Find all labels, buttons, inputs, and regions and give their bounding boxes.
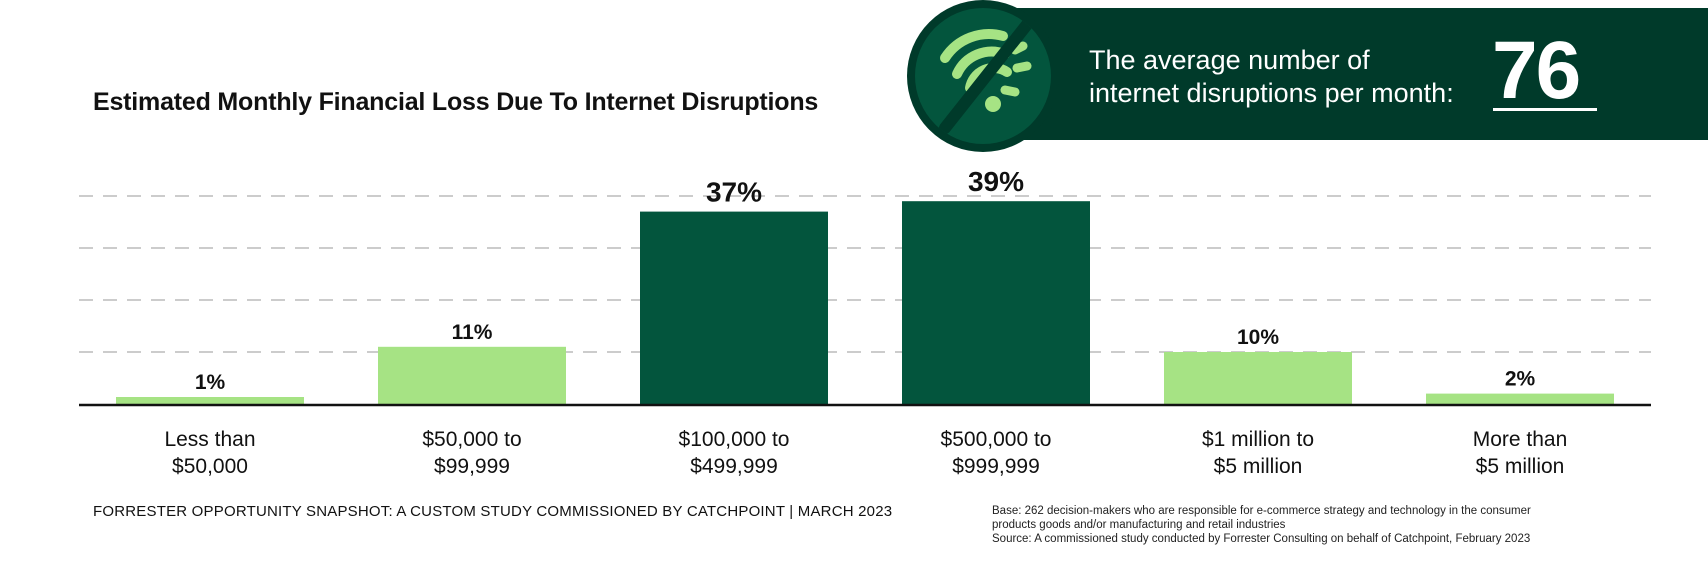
callout-banner: [990, 8, 1708, 140]
chart-title: Estimated Monthly Financial Loss Due To …: [93, 88, 819, 116]
bar: [378, 346, 566, 404]
bar-value-label: 37%: [706, 177, 762, 208]
bar: [116, 397, 304, 404]
callout-text: The average number of internet disruptio…: [1089, 44, 1469, 110]
category-label: $1 million to: [1202, 428, 1314, 451]
no-wifi-icon: [939, 16, 1035, 134]
bar: [902, 201, 1090, 404]
category-label: $5 million: [1476, 455, 1565, 478]
callout-number: 76: [1492, 25, 1581, 116]
footer-base-line2: products goods and/or manufacturing and …: [992, 519, 1286, 531]
bar: [1164, 352, 1352, 404]
bar-value-label: 39%: [968, 166, 1024, 197]
category-label: $50,000: [172, 455, 248, 478]
footer-base-line1: Base: 262 decision-makers who are respon…: [992, 505, 1531, 517]
bar-value-label: 11%: [452, 321, 493, 344]
category-label: $5 million: [1214, 455, 1303, 478]
bar-value-label: 2%: [1505, 368, 1536, 391]
footer-source: Source: A commissioned study conducted b…: [992, 533, 1531, 545]
callout-number-underline: [1493, 108, 1597, 111]
footer-notes: Base: 262 decision-makers who are respon…: [992, 504, 1632, 546]
category-label: $99,999: [434, 455, 510, 478]
bar: [640, 211, 828, 404]
footer-attribution: FORRESTER OPPORTUNITY SNAPSHOT: A CUSTOM…: [93, 503, 893, 520]
category-label: $499,999: [690, 455, 778, 478]
callout-text-line2: internet disruptions per month:: [1089, 78, 1454, 108]
callout-icon-circle: [915, 8, 1051, 144]
category-label: Less than: [164, 428, 255, 451]
bar-value-label: 1%: [195, 371, 226, 394]
category-label: $50,000 to: [422, 428, 521, 451]
bar: [1426, 393, 1614, 404]
category-label: $999,999: [952, 455, 1040, 478]
category-label: $500,000 to: [941, 428, 1052, 451]
category-label: More than: [1473, 428, 1568, 451]
callout-text-line1: The average number of: [1089, 45, 1370, 75]
category-label: $100,000 to: [679, 428, 790, 451]
bar-value-label: 10%: [1237, 326, 1279, 349]
